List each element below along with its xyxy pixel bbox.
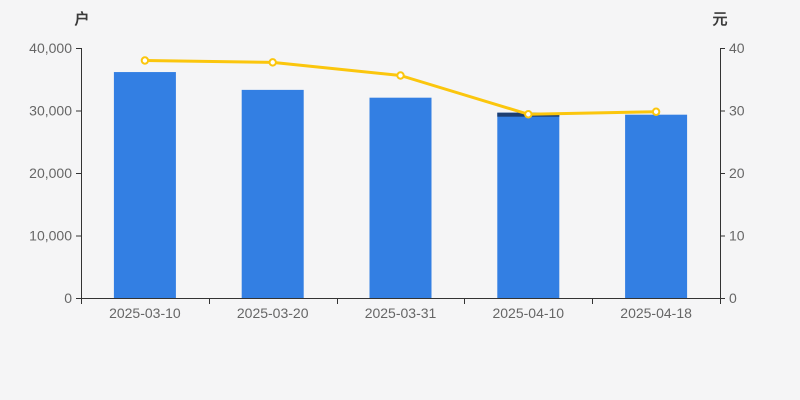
bar-series — [113, 72, 688, 298]
y-axis-right-tick-label: 10 — [729, 227, 745, 243]
x-axis-tick-label: 2025-03-10 — [109, 305, 181, 321]
y-axis-left-tick-label: 20,000 — [29, 165, 72, 181]
line-marker[interactable] — [651, 107, 661, 116]
line-marker[interactable] — [396, 71, 405, 80]
left-axis-unit-label: 户 — [74, 11, 90, 28]
line-series — [140, 56, 661, 119]
line-marker[interactable] — [140, 56, 150, 65]
y-axis-right-tick-label: 20 — [729, 165, 745, 181]
x-axis-tick-label: 2025-03-20 — [237, 305, 309, 321]
bar[interactable] — [625, 114, 688, 298]
y-axis-right-tick-label: 0 — [729, 290, 737, 306]
y-axis-left-tick-label: 40,000 — [29, 40, 72, 56]
right-axis-unit-label: 元 — [712, 11, 728, 28]
x-axis-tick-label: 2025-04-18 — [620, 305, 692, 321]
y-axis-left-tick-label: 30,000 — [29, 102, 72, 118]
bar[interactable] — [241, 89, 304, 298]
y-axis-left-tick-label: 10,000 — [29, 227, 72, 243]
axes: 0 10,000 20,000 30,000 40,000 0 10 20 30 40 2025-0… — [29, 40, 745, 321]
x-axis-tick-label: 2025-04-10 — [492, 305, 564, 321]
bar[interactable] — [369, 97, 432, 298]
y-axis-right-tick-label: 30 — [729, 102, 745, 118]
x-axis-tick-label: 2025-03-31 — [365, 305, 437, 321]
line-marker[interactable] — [524, 110, 533, 119]
y-axis-left-tick-label: 0 — [64, 290, 72, 306]
bar[interactable] — [497, 112, 560, 298]
line-marker[interactable] — [268, 58, 277, 67]
bar[interactable] — [113, 72, 176, 298]
y-axis-right-tick-label: 40 — [729, 40, 745, 56]
